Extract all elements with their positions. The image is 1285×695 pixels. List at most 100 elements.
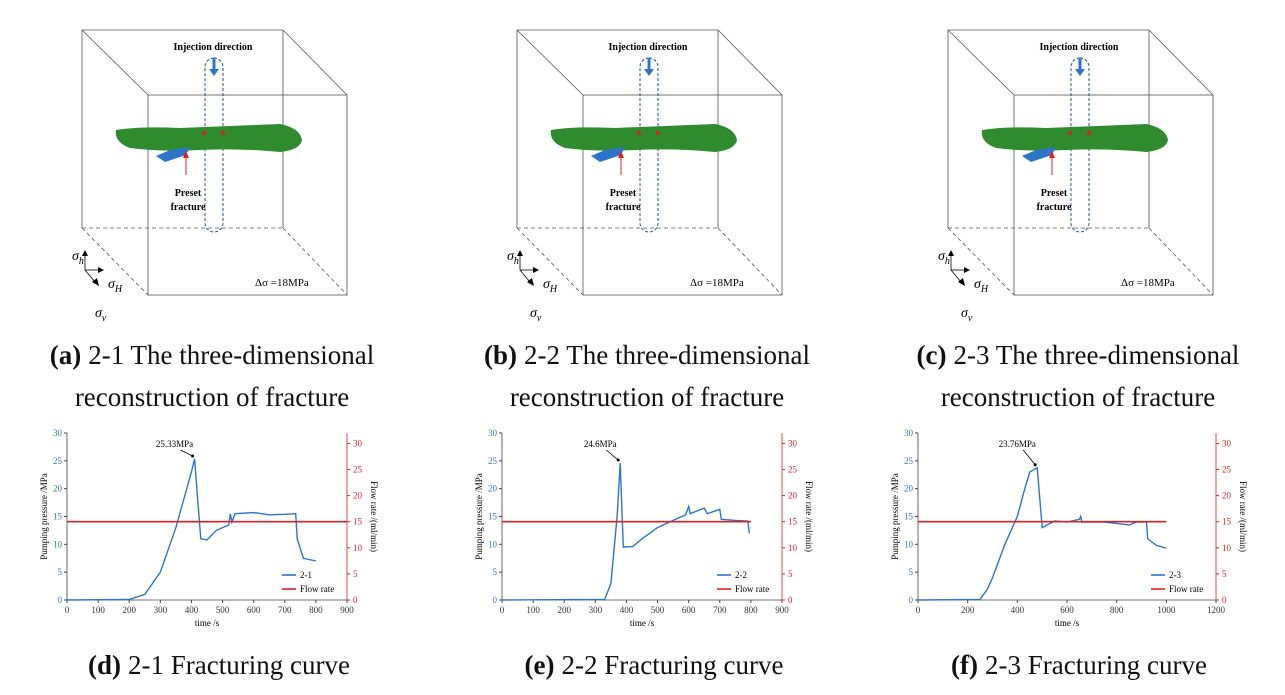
box-front: [147, 94, 348, 296]
annotation-head: [616, 458, 620, 462]
x-tick-label: 1000: [1157, 605, 1176, 615]
injection-label: Injection direction: [609, 42, 688, 53]
x-tick-label: 200: [122, 605, 136, 615]
injection-point: [1087, 131, 1091, 135]
stress-symbol: σ: [530, 306, 538, 321]
annotation-arrow: [180, 449, 193, 457]
x-tick-label: 900: [775, 605, 789, 615]
x-tick-label: 800: [1110, 605, 1124, 615]
box-edge: [1148, 29, 1214, 96]
arrowhead: [958, 278, 965, 286]
caption: (e) 2-2 Fracturing curve: [525, 650, 784, 680]
arrowhead: [98, 267, 104, 273]
box-edge: [947, 29, 1015, 96]
y2-tick-label: 10: [353, 543, 363, 553]
y2-tick-label: 5: [353, 569, 358, 579]
box-edge: [282, 227, 348, 296]
y-tick-label: 25: [488, 456, 498, 466]
annotation-head: [191, 454, 195, 458]
caption: reconstruction of fracture: [510, 382, 784, 412]
stress-symbol: σ: [72, 249, 80, 264]
fracture: [981, 124, 1168, 152]
x-tick-label: 300: [589, 605, 603, 615]
arrowhead: [82, 250, 88, 256]
y-axis-label: Pumping pressure /MPa: [39, 473, 49, 560]
x-tick-label: 100: [91, 605, 105, 615]
y2-tick-label: 20: [353, 491, 363, 501]
injection-point: [221, 131, 225, 135]
y2-tick-label: 20: [1222, 491, 1232, 501]
y2-tick-label: 0: [353, 595, 358, 605]
x-tick-label: 200: [961, 605, 975, 615]
y2-tick-label: 5: [788, 569, 793, 579]
preset-label: Preset: [1041, 188, 1068, 199]
box-edge: [84, 269, 96, 283]
preset-label: Preset: [175, 188, 202, 199]
injection-label: Injection direction: [1040, 42, 1119, 53]
x-tick-label: 800: [744, 605, 758, 615]
stress-subscript: v: [968, 313, 973, 324]
caption-text: 2-3 The three-dimensional: [954, 340, 1240, 370]
y2-tick-label: 25: [353, 465, 363, 475]
preset-fracture: [1022, 147, 1056, 162]
x-tick-label: 1200: [1207, 605, 1226, 615]
x-tick-label: 700: [278, 605, 292, 615]
chart: 0 100 200 300 400 500 600 700 800 900051015202530…: [39, 428, 379, 680]
y2-tick-label: 15: [788, 517, 798, 527]
annotation: 24.6MPa: [584, 439, 617, 449]
y2-tick-label: 20: [788, 491, 798, 501]
caption: reconstruction of fracture: [75, 382, 349, 412]
diagram: Injection directionPresetfractureσhσHσvΔ…: [917, 29, 1240, 412]
stress-symbol: σ: [108, 277, 116, 292]
y-tick-label: 20: [53, 484, 63, 494]
chart: 0 100 200 300 400 500 600 700 800 900051015202530…: [474, 428, 814, 680]
diagram: Injection directionPresetfractureσhσHσvΔ…: [50, 29, 374, 412]
injection-label: Injection direction: [174, 42, 253, 53]
fracture: [115, 124, 303, 152]
y-tick-label: 15: [488, 512, 498, 522]
stress-symbol: σ: [95, 306, 103, 321]
legend-label: Flow rate: [735, 584, 769, 594]
stress-subscript: H: [549, 284, 558, 295]
stress-label: σH: [108, 277, 123, 295]
annotation-head: [1033, 463, 1037, 467]
y-tick-label: 0: [58, 595, 63, 605]
box-edge: [519, 269, 531, 283]
x-tick-label: 300: [154, 605, 168, 615]
series-line: [501, 463, 750, 601]
box-edge: [282, 29, 348, 96]
x-tick-label: 400: [185, 605, 199, 615]
stress-label: σv: [961, 306, 973, 324]
y2-tick-label: 25: [1222, 465, 1232, 475]
x-tick-label: 800: [309, 605, 323, 615]
box-edge: [81, 227, 149, 296]
y-tick-label: 30: [488, 428, 498, 438]
preset-fracture: [156, 147, 190, 162]
x-axis-label: time /s: [195, 618, 220, 628]
stress-label: σv: [530, 306, 542, 324]
caption-letter: (c): [917, 340, 947, 370]
arrowhead: [948, 250, 954, 256]
caption-letter: (a): [50, 340, 81, 370]
arrowhead: [964, 267, 970, 273]
series-line: [917, 466, 1167, 601]
box-edge: [1148, 227, 1214, 296]
box-edge: [717, 29, 783, 96]
y-tick-label: 5: [58, 567, 63, 577]
caption: (f) 2-3 Fracturing curve: [951, 650, 1207, 680]
stress-symbol: σ: [507, 249, 515, 264]
box-edge: [950, 269, 962, 283]
x-tick-label: 600: [247, 605, 261, 615]
legend-label: Flow rate: [300, 584, 334, 594]
injection-point: [202, 131, 206, 135]
x-tick-label: 0: [500, 605, 505, 615]
stress-label: σh: [72, 249, 84, 267]
fracture: [550, 124, 737, 152]
legend-label: Flow rate: [1169, 584, 1203, 594]
y2-axis-label: Flow rate /(ml/min): [369, 481, 379, 552]
y2-tick-label: 10: [788, 543, 798, 553]
y-tick-label: 30: [53, 428, 63, 438]
y-tick-label: 0: [493, 595, 498, 605]
y2-tick-label: 5: [1222, 569, 1227, 579]
